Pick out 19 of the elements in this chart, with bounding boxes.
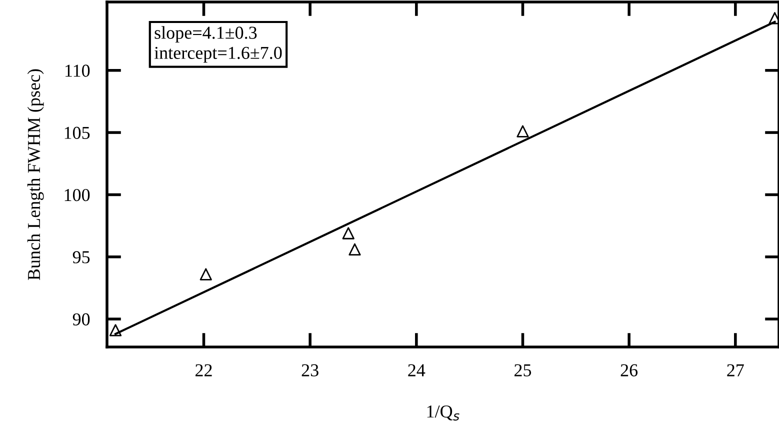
x-tick-label: 23 <box>302 364 318 376</box>
point <box>200 268 212 280</box>
y-tick-label: 95 <box>72 251 90 264</box>
x-tick-label: 27 <box>727 364 744 376</box>
point <box>516 125 529 138</box>
annotation: slope=4.1±0.3 intercept=1.6±7.0 <box>154 26 282 63</box>
y-tick-label: 90 <box>72 313 90 326</box>
x-tick-label: 25 <box>514 364 532 376</box>
y-tick-label: 110 <box>66 64 90 77</box>
x-tick-label: 26 <box>620 364 638 376</box>
point <box>342 227 354 240</box>
x-tick-label: 24 <box>408 364 426 376</box>
y-tick-label: 100 <box>64 188 90 202</box>
y-axis-title: Bunch Length FWHM (psec) <box>27 69 44 280</box>
x-tick-label: 22 <box>196 364 212 376</box>
point <box>109 324 122 336</box>
point <box>348 243 361 256</box>
x-axis-title: 1/Q$_{s}$ <box>427 405 460 421</box>
y-tick-label: 105 <box>64 126 90 139</box>
